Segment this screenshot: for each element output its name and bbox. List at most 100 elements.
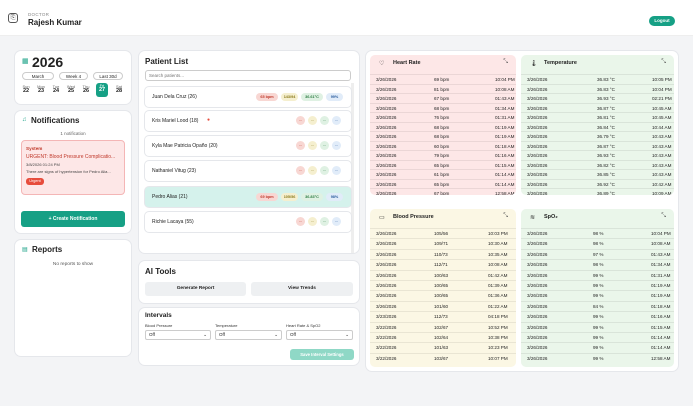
reading-date: 3/26/2026: [527, 324, 548, 330]
top-header: ⎘ DOCTOR Rajesh Kumar Logout: [0, 0, 693, 36]
temperature-row: 3/26/2026 36.89 °C 10:09 AM: [521, 188, 674, 195]
reading-date: 3/26/2026: [527, 231, 548, 236]
blood-pressure-row: 3/26/2026 112/71 10:08 AM: [370, 259, 516, 269]
logout-button[interactable]: Logout: [649, 16, 675, 26]
temperature-row: 3/26/2026 36.81 °C 10:45 AM: [521, 112, 674, 122]
expand-icon[interactable]: ⤡: [661, 59, 666, 65]
expand-icon[interactable]: ⤡: [661, 213, 666, 219]
temp-interval-select[interactable]: Off ⌄: [215, 330, 282, 340]
blood-pressure-row: 3/22/2026 102/67 10:52 PM: [370, 321, 516, 332]
hr-dot: --: [296, 116, 305, 125]
reading-time: 10:43 AM: [652, 172, 672, 177]
expand-icon[interactable]: ⤡: [503, 213, 508, 219]
blood-pressure-row: 3/26/2026 105/56 10:03 PM: [370, 228, 516, 238]
reading-value: 36.93 °C: [597, 96, 615, 101]
patient-row-nathaniel[interactable]: Nathaniel Vitug (23) -- -- -- --: [145, 161, 351, 181]
reading-date: 3/26/2026: [376, 172, 397, 177]
hr-spo2-interval-select[interactable]: Off ⌄: [286, 330, 353, 340]
reading-value: 101/60: [434, 303, 449, 309]
reading-time: 10:35 AM: [488, 251, 508, 257]
day-sat[interactable]: Sat 28: [115, 84, 123, 94]
day-mon[interactable]: Mon 23: [37, 84, 45, 94]
patient-row-juan[interactable]: Juan Dela Cruz (26) 65 bpm 143/94 36.61°…: [145, 87, 351, 107]
spo2-dot: --: [332, 166, 341, 175]
day-tue[interactable]: Tue 24: [52, 84, 60, 94]
reading-date: 3/26/2026: [376, 86, 397, 92]
reading-time: 10:43 AM: [652, 143, 672, 149]
reading-value: 68 bpm: [434, 124, 450, 130]
patient-row-pedro-selected[interactable]: Pedro Alias (21) 69 bpm 105/56 36.83°C 9…: [145, 187, 351, 207]
heart-rate-row: 3/26/2026 68 bpm 01:19 AM: [370, 121, 516, 132]
temperature-panel: 🌡 Temperature ⤡ 3/26/2026 36.83 °C 10:05 P…: [521, 55, 674, 195]
blood-pressure-row: 3/23/2026 112/73 04:18 PM: [370, 311, 516, 321]
heart-rate-row: 3/26/2026 67 bpm 12:58 AM: [370, 188, 516, 195]
notification-count: 1 notification: [60, 131, 86, 136]
heart-rate-row: 3/26/2026 65 bpm 01:14 AM: [370, 178, 516, 189]
bp-dot: --: [308, 166, 317, 175]
blood-pressure-row: 3/26/2026 100/63 01:42 AM: [370, 269, 516, 280]
reading-date: 3/26/2026: [376, 96, 397, 101]
spo2-row: 3/26/2026 97 % 01:43 AM: [521, 248, 674, 259]
heart-rate-row: 3/26/2026 68 bpm 01:34 AM: [370, 102, 516, 113]
day-thu[interactable]: Thu 26: [82, 84, 90, 94]
blood-pressure-row: 3/26/2026 109/71 10:30 AM: [370, 238, 516, 248]
reading-time: 01:15 AM: [651, 324, 671, 330]
reading-date: 3/26/2026: [527, 355, 548, 361]
generate-report-button[interactable]: Generate Report: [145, 282, 246, 296]
save-interval-settings-button[interactable]: Save Interval Settings: [290, 349, 354, 360]
reading-value: 36.81 °C: [597, 115, 615, 120]
heart-rate-row: 3/26/2026 69 bpm 10:04 PM: [370, 74, 516, 84]
reading-time: 12:58 AM: [495, 191, 515, 195]
heart-rate-row: 3/26/2026 61 bpm 01:14 AM: [370, 169, 516, 179]
reading-value: 98 %: [593, 241, 604, 247]
reading-time: 10:07 PM: [488, 355, 508, 361]
last-30d-button[interactable]: Last 30d: [93, 72, 123, 80]
week-button[interactable]: Week 4: [59, 72, 88, 80]
reading-value: 99 %: [593, 355, 604, 361]
reading-time: 01:18 AM: [495, 143, 515, 149]
patient-row-richie[interactable]: Richie Lacaya (55) -- -- -- --: [145, 212, 351, 232]
day-sun[interactable]: Sun 22: [22, 84, 30, 94]
view-trends-button[interactable]: View Trends: [251, 282, 353, 296]
reading-value: 81 bpm: [434, 86, 450, 92]
reading-date: 3/26/2026: [527, 335, 548, 340]
reading-value: 60 bpm: [434, 143, 450, 149]
patient-row-kris[interactable]: Kris Mariel Lood (18) ● -- -- -- --: [145, 111, 351, 131]
patient-row-kyla[interactable]: Kyla Mae Patricia Opaño (20) -- -- -- --: [145, 136, 351, 156]
patient-search-input[interactable]: [145, 70, 351, 81]
reading-date: 3/26/2026: [376, 191, 397, 195]
reading-value: 36.84 °C: [597, 124, 615, 130]
patient-list-scrollbar[interactable]: [351, 83, 354, 253]
create-notification-button[interactable]: + Create Notification: [21, 211, 125, 227]
reading-value: 100/65: [434, 293, 449, 299]
spo2-row: 3/26/2026 99 % 01:14 AM: [521, 342, 674, 352]
reading-value: 67 bpm: [434, 96, 450, 101]
notification-item[interactable]: System URGENT: Blood Pressure Complicati…: [21, 140, 125, 195]
bp-interval-label: Blood Pressure: [145, 323, 173, 328]
day-wed[interactable]: Wed 25: [66, 84, 76, 94]
reading-date: 3/26/2026: [376, 181, 397, 187]
patient-name: Pedro Alias (21): [152, 194, 188, 200]
spo2-row: 3/26/2026 84 % 01:18 AM: [521, 300, 674, 311]
reading-time: 01:36 AM: [488, 293, 508, 299]
reading-time: 10:04 PM: [652, 86, 672, 92]
patient-list-title: Patient List: [145, 57, 189, 66]
temp-badge: 36.83°C: [301, 193, 323, 201]
heart-rate-row: 3/26/2026 76 bpm 01:31 AM: [370, 112, 516, 122]
patient-name: Juan Dela Cruz (26): [152, 94, 197, 100]
temperature-title: Temperature: [544, 60, 577, 66]
bp-dot: --: [308, 217, 317, 226]
reading-value: 79 bpm: [434, 153, 450, 158]
reading-date: 3/26/2026: [376, 124, 397, 130]
reading-date: 3/26/2026: [527, 251, 548, 257]
reading-date: 3/26/2026: [376, 293, 397, 299]
reading-date: 3/26/2026: [527, 314, 548, 320]
expand-icon[interactable]: ⤡: [503, 59, 508, 65]
reading-value: 69 bpm: [434, 77, 450, 82]
patient-name: Nathaniel Vitug (23): [152, 168, 197, 174]
day-fri-selected[interactable]: Fri 27: [96, 83, 108, 97]
bp-interval-select[interactable]: Off ⌄: [145, 330, 211, 340]
month-button[interactable]: March: [22, 72, 54, 80]
spo2-badge: 98%: [326, 193, 343, 201]
reading-date: 3/26/2026: [376, 251, 397, 257]
